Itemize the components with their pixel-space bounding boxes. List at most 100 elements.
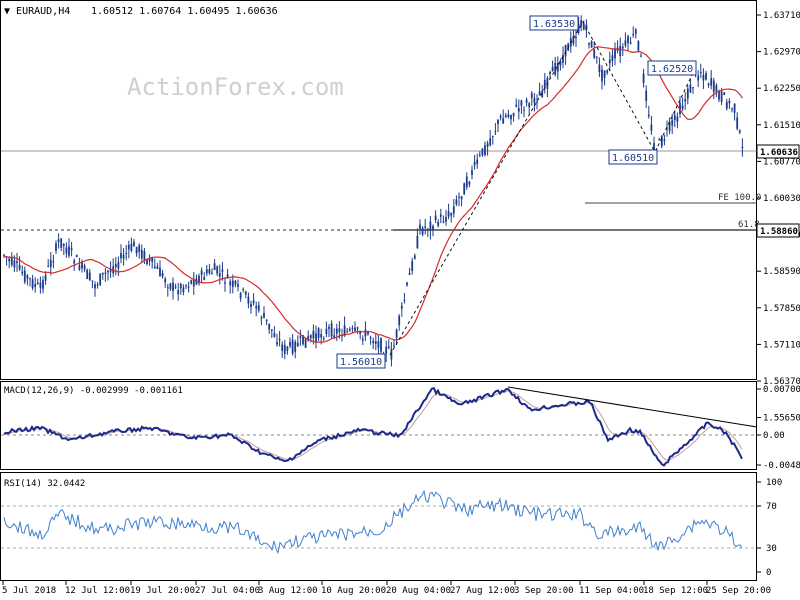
candle-body	[192, 278, 195, 287]
candle-body	[148, 257, 151, 262]
candle-body	[723, 92, 726, 95]
candle-body	[536, 101, 538, 103]
annotation-lower-high-text: 1.62520	[651, 64, 693, 75]
chart-ohlc: 1.60512 1.60764 1.60495 1.60636	[91, 6, 278, 17]
candle-body	[629, 42, 632, 44]
candle-body	[60, 238, 63, 248]
candle-body	[213, 263, 216, 271]
candle-body	[720, 91, 723, 102]
candle-body	[296, 342, 299, 347]
candle-body	[637, 41, 640, 51]
time-tick-label: 27 Aug 12:00	[450, 586, 515, 596]
candle-body	[322, 338, 325, 340]
candle-body	[255, 305, 258, 309]
candle-body	[725, 102, 728, 109]
candle-body	[374, 341, 377, 344]
candle-body	[320, 333, 323, 338]
candle-body	[562, 54, 564, 63]
candle-body	[34, 283, 37, 287]
price-tick-label: 1.57850	[763, 304, 800, 314]
candle-body	[408, 273, 411, 276]
rsi-tick-label: 100	[766, 478, 782, 488]
candle-body	[224, 282, 226, 284]
candle-body	[286, 346, 289, 351]
macd-tick-label: 0.00	[763, 431, 785, 441]
time-axis: 5 Jul 2018 12 Jul 12:00 19 Jul 20:00 27 Jul…	[2, 581, 771, 596]
candle-body	[289, 342, 291, 347]
price-axis: 1.63710 1.62970 1.62250 1.61510 1.60770 1.600…	[757, 11, 800, 424]
candle-body	[647, 114, 650, 117]
candle-body	[512, 112, 515, 117]
candle-body	[476, 159, 479, 164]
candle-body	[530, 93, 533, 98]
candle-body	[572, 36, 575, 44]
main-panel	[0, 0, 757, 380]
annotation-high-text: 1.63530	[533, 19, 575, 30]
candle-body	[104, 272, 107, 274]
candle-body	[533, 98, 536, 103]
candle-body	[330, 323, 333, 337]
macd-label: MACD(12,26,9) -0.002999 -0.001161	[4, 386, 183, 396]
candle-body	[377, 341, 380, 348]
candle-body	[624, 40, 627, 46]
candle-body	[551, 66, 554, 72]
fib-label: 61.8	[738, 220, 760, 230]
candle-body	[26, 275, 29, 279]
candle-body	[343, 325, 346, 336]
candle-body	[302, 335, 304, 345]
candle-body	[468, 181, 471, 185]
candle-body	[23, 270, 26, 283]
candle-body	[348, 328, 351, 331]
candle-body	[151, 257, 154, 262]
candle-body	[250, 303, 252, 307]
price-tick-label: 1.62250	[763, 84, 800, 94]
annotation-high: 1.63530	[529, 15, 579, 31]
candle-body	[86, 269, 89, 280]
candle-body	[614, 49, 616, 59]
candle-body	[107, 270, 109, 273]
candle-body	[598, 64, 601, 73]
candle-body	[309, 335, 312, 339]
price-tick-label: 1.61510	[763, 121, 800, 131]
candle-body	[346, 331, 349, 333]
candle-body	[372, 340, 375, 344]
candle-body	[81, 262, 83, 269]
candle-body	[645, 90, 648, 101]
candle-body	[463, 183, 466, 195]
candle-body	[229, 281, 232, 286]
current-price-tag-text: 1.60636	[760, 148, 798, 158]
candle-body	[671, 120, 674, 126]
rsi-line	[3, 489, 743, 555]
annotation-low: 1.56010	[336, 353, 386, 369]
candle-body	[16, 261, 18, 264]
annotation-low-text: 1.56010	[340, 357, 382, 368]
candle-body	[595, 56, 598, 58]
macd-axis: 0.007003 0.00 -0.004873	[757, 385, 800, 471]
candle-body	[421, 227, 424, 235]
candle-body	[564, 44, 567, 57]
candle-body	[710, 77, 713, 86]
time-tick-label: 3 Aug 12:00	[258, 586, 318, 596]
candle-body	[686, 88, 689, 99]
candle-body	[497, 119, 499, 125]
candle-body	[208, 269, 211, 274]
macd-panel	[0, 381, 757, 470]
candle-body	[328, 326, 330, 329]
candle-body	[632, 33, 635, 36]
candle-body	[153, 266, 156, 269]
candle-body	[473, 161, 476, 166]
candle-body	[49, 259, 52, 267]
candle-body	[559, 60, 562, 66]
candle-body	[205, 269, 208, 274]
candle-body	[335, 328, 338, 334]
candle-body	[200, 270, 203, 275]
price-tick-label: 1.62970	[763, 48, 800, 58]
candle-body	[42, 280, 44, 289]
candle-body	[603, 70, 606, 78]
candle-body	[146, 259, 148, 265]
candle-body	[575, 37, 577, 39]
candle-body	[187, 286, 190, 288]
candle-body	[234, 281, 237, 285]
candle-body	[47, 265, 50, 267]
